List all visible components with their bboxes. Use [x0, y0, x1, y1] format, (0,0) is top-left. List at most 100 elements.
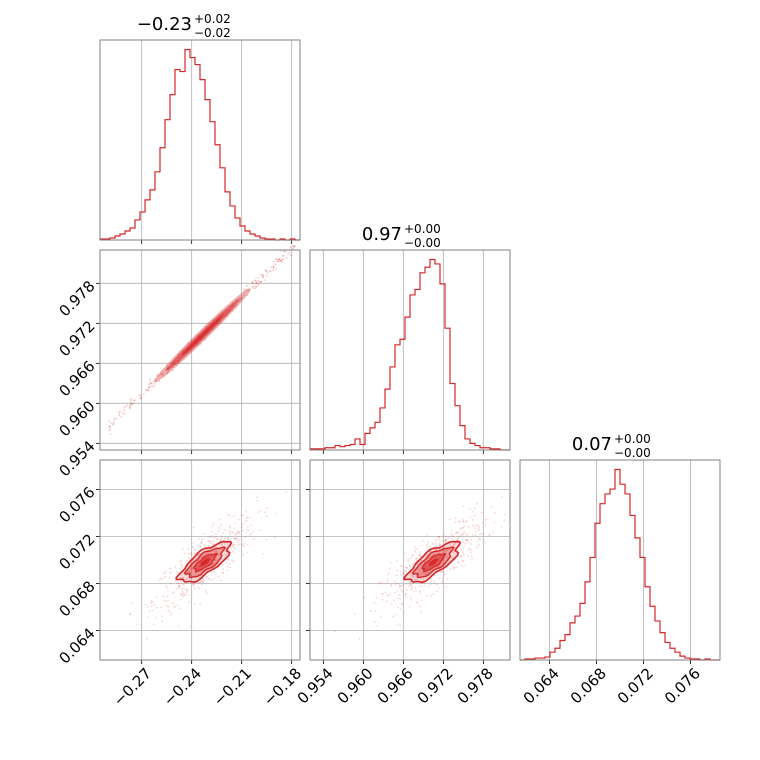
scatter-p0-p2-point — [223, 528, 226, 531]
scatter-p0-p2-point — [189, 561, 192, 564]
scatter-p0-p2-point — [233, 543, 236, 546]
scatter-p1-p2-point — [460, 533, 463, 536]
scatter-p0-p2-point — [130, 601, 133, 604]
scatter-p0-p1-point — [187, 342, 189, 345]
scatter-p1-p2-point — [463, 564, 465, 567]
scatter-p0-p2-point — [151, 609, 154, 612]
scatter-p0-p1-point — [161, 373, 164, 376]
scatter-p1-p2-point — [423, 584, 426, 587]
scatter-p0-p1-point — [265, 275, 268, 277]
scatter-p1-p2-point — [404, 570, 407, 572]
scatter-p1-p2-point — [449, 544, 452, 547]
scatter-p0-p2-point — [232, 515, 235, 517]
hist-p0-bin — [245, 231, 250, 240]
scatter-p1-p2-point — [492, 530, 494, 533]
scatter-p0-p2-point — [188, 577, 191, 580]
scatter-p1-p2-point — [503, 519, 506, 522]
scatter-p1-p2-point — [466, 539, 469, 542]
scatter-p0-p2-point — [170, 570, 173, 573]
hist-p1-bin — [440, 284, 445, 450]
scatter-p0-p2-point — [241, 530, 244, 533]
scatter-p1-p2-point — [437, 565, 440, 568]
scatter-p1-p2-point — [395, 574, 398, 577]
scatter-p0-p2-point — [252, 537, 255, 540]
scatter-p1-p2-point — [437, 535, 439, 538]
scatter-p0-p2-xtick-label: −0.27 — [110, 664, 155, 709]
scatter-p0-p2-point — [181, 590, 184, 593]
scatter-p0-p1-point — [118, 414, 121, 416]
scatter-p0-p2-point — [256, 499, 259, 502]
scatter-p1-p2-point — [390, 561, 393, 564]
scatter-p1-p2-point — [478, 543, 480, 546]
scatter-p0-p2-point — [180, 576, 183, 579]
scatter-p0-p2-point — [191, 545, 194, 548]
scatter-p0-p2-point — [173, 605, 176, 608]
scatter-p1-p2-point — [456, 532, 459, 534]
scatter-p1-p2-point — [474, 507, 477, 510]
scatter-p1-p2-point — [381, 592, 384, 595]
scatter-p0-p2-xtick-label: −0.24 — [160, 664, 205, 709]
scatter-p0-p2-point — [181, 560, 183, 563]
scatter-p0-p2-point — [238, 539, 241, 542]
scatter-p0-p2-point — [256, 496, 258, 499]
scatter-p1-p2-point — [440, 550, 443, 553]
scatter-p0-p1-point — [283, 250, 286, 253]
scatter-p0-p2-point — [189, 568, 192, 570]
scatter-p1-p2-point — [474, 527, 477, 530]
hist-p2-bin — [560, 640, 565, 660]
scatter-p0-p2-point — [265, 538, 268, 541]
hist-p0-bin — [235, 218, 240, 240]
scatter-p1-p2-point — [418, 573, 421, 576]
scatter-p0-p2-ytick-label: 0.064 — [55, 624, 98, 667]
hist-p0-steps — [99, 48, 300, 241]
scatter-p1-p2-point — [469, 508, 471, 510]
scatter-p0-p2-point — [192, 526, 195, 529]
scatter-p0-p2-point — [190, 553, 193, 556]
hist-p2-bin — [590, 557, 595, 660]
hist-p1-bin — [355, 439, 360, 450]
scatter-p0-p1-point — [266, 272, 269, 274]
scatter-p1-p2-point — [471, 524, 474, 527]
scatter-p0-p2-point — [212, 563, 214, 566]
scatter-p0-p2-point — [181, 594, 184, 597]
scatter-p0-p2-point — [179, 560, 182, 562]
scatter-p1-p2-point — [448, 535, 451, 538]
scatter-p1-p2-point — [409, 580, 412, 583]
scatter-p1-p2-point — [405, 583, 408, 586]
scatter-p0-p2-point — [227, 536, 229, 538]
scatter-p0-p2-point — [181, 588, 183, 591]
scatter-p0-p2-point — [226, 569, 228, 572]
hist-p1-title-plus: +0.00 — [404, 222, 441, 236]
scatter-p0-p1-point — [109, 425, 111, 428]
scatter-p0-p2-point — [237, 544, 240, 546]
scatter-p1-p2-point — [462, 551, 464, 554]
scatter-p0-p1-point — [264, 279, 267, 282]
scatter-p0-p2-point — [180, 569, 183, 572]
scatter-p0-p2-point — [232, 560, 235, 563]
scatter-p1-p2-point — [416, 601, 419, 604]
scatter-p0-p1-point — [278, 258, 281, 261]
hist-p1-bin — [370, 428, 375, 450]
hist-p0-bin — [210, 122, 215, 240]
scatter-p0-p1-point — [253, 279, 256, 282]
scatter-p0-p2-point — [224, 537, 226, 540]
scatter-p0-p1-point — [129, 401, 132, 404]
scatter-p1-p2-point — [414, 586, 417, 589]
scatter-p0-p2-point — [207, 545, 210, 547]
scatter-p1-p2-point — [444, 538, 447, 541]
scatter-p0-p2-point — [219, 579, 222, 582]
scatter-p0-p2-point — [129, 613, 132, 615]
scatter-p0-p2-point — [163, 604, 166, 607]
scatter-p0-p2-point — [197, 586, 200, 588]
scatter-p1-p2-point — [467, 542, 469, 544]
scatter-p0-p1-point — [253, 285, 256, 288]
scatter-p1-p2-point — [399, 570, 402, 573]
scatter-p1-p2-point — [438, 577, 441, 580]
scatter-p0-p1-point — [126, 404, 129, 407]
scatter-p0-p1-point — [162, 372, 165, 375]
scatter-p1-p2-point — [462, 526, 465, 529]
scatter-p0-p2-point — [185, 588, 188, 591]
scatter-p0-p2-point — [204, 552, 207, 555]
scatter-p1-p2-point — [396, 582, 399, 585]
scatter-p1-p2-point — [457, 537, 460, 540]
